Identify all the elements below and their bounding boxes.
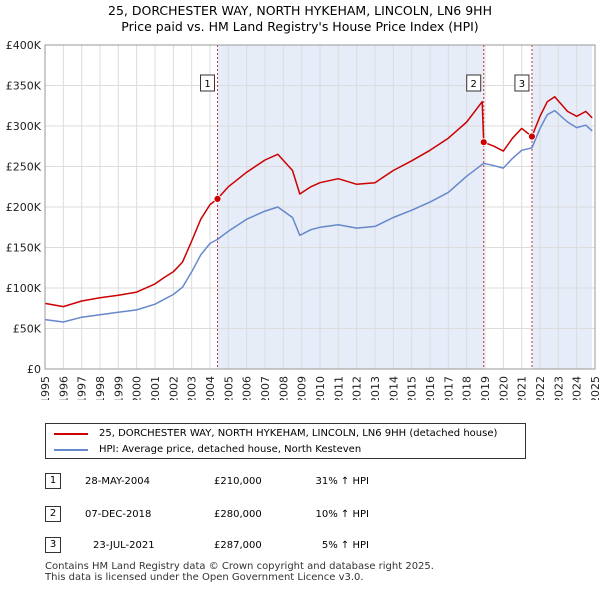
- hpi-line: [44, 109, 593, 323]
- transaction-date: 28-MAY-2004: [85, 476, 151, 487]
- plot-border: [44, 44, 596, 370]
- transaction-number: 3: [45, 537, 61, 553]
- price-chart: £0 £50K £100K £150K £200K £250K £300K £350K £400…: [6, 39, 600, 400]
- y-tick-label: £400K: [6, 39, 42, 52]
- y-tick-label: £0: [27, 363, 41, 376]
- transaction-price: £287,000: [214, 540, 262, 551]
- sale-point: [528, 132, 536, 141]
- transaction-price: £210,000: [214, 476, 262, 487]
- y-tick-label: £300K: [6, 120, 42, 133]
- sale-label-frame: [200, 74, 216, 92]
- x-tick-label: 2020: [497, 376, 510, 400]
- legend-label-hpi: HPI: Average price, detached house, Nort…: [99, 444, 362, 455]
- y-tick-label: £150K: [6, 242, 42, 255]
- x-tick-label: 1995: [39, 376, 52, 400]
- sale-label-frame: [466, 74, 482, 92]
- x-tick-label: 2001: [149, 376, 162, 400]
- transaction-price: £280,000: [214, 509, 262, 520]
- x-tick-label: 2005: [222, 376, 235, 400]
- x-tick-label: 2013: [369, 376, 382, 400]
- legend-swatch-hpi: [54, 449, 88, 451]
- transaction-number: 2: [45, 506, 61, 522]
- x-tick-label: 2014: [387, 376, 400, 400]
- sale-point: [479, 138, 488, 147]
- x-tick-label: 2011: [332, 376, 345, 400]
- x-tick-label: 2004: [204, 376, 217, 400]
- x-tick-label: 2002: [167, 376, 180, 400]
- sale-point: [213, 194, 222, 203]
- x-tick-label: 1999: [112, 376, 125, 400]
- y-tick-label: £350K: [6, 80, 42, 93]
- x-tick-label: 2006: [241, 376, 254, 400]
- x-tick-label: 2009: [296, 376, 309, 400]
- x-tick-label: 2017: [442, 376, 455, 400]
- transaction-number: 1: [45, 473, 61, 489]
- transaction-hpi: 31% ↑ HPI: [315, 476, 369, 487]
- sale-label-number: 2: [471, 79, 477, 90]
- transaction-hpi: 10% ↑ HPI: [315, 509, 369, 520]
- transaction-hpi: 5% ↑ HPI: [321, 540, 369, 551]
- x-tick-label: 1997: [76, 376, 89, 400]
- sale-label-box: 1: [200, 74, 216, 92]
- x-tick-label: 2010: [314, 376, 327, 400]
- x-tick-label: 2019: [479, 376, 492, 400]
- x-tick-label: 2025: [589, 376, 600, 400]
- x-tick-label: 2021: [516, 376, 529, 400]
- x-tick-label: 2008: [277, 376, 290, 400]
- x-tick-label: 2016: [424, 376, 437, 400]
- footer-copyright: Contains HM Land Registry data © Crown c…: [45, 561, 434, 572]
- x-tick-label: 2000: [131, 376, 144, 400]
- y-tick-label: £200K: [6, 201, 42, 214]
- transaction-date: 23-JUL-2021: [93, 540, 155, 551]
- chart-title: 25, DORCHESTER WAY, NORTH HYKEHAM, LINCO…: [108, 3, 492, 18]
- transaction-date: 07-DEC-2018: [85, 509, 152, 520]
- x-tick-label: 2023: [552, 376, 565, 400]
- sale-label-number: 1: [204, 79, 210, 90]
- x-tick-label: 2007: [259, 376, 272, 400]
- x-tick-label: 2018: [461, 376, 474, 400]
- x-tick-label: 2015: [406, 376, 419, 400]
- x-tick-label: 2024: [571, 376, 584, 400]
- x-tick-label: 2012: [351, 376, 364, 400]
- x-tick-label: 1996: [57, 376, 70, 400]
- x-tick-label: 2003: [186, 376, 199, 400]
- sale-label-box: 2: [466, 74, 482, 92]
- y-tick-label: £100K: [6, 282, 42, 295]
- x-tick-label: 1998: [94, 376, 107, 400]
- legend-label-property: 25, DORCHESTER WAY, NORTH HYKEHAM, LINCO…: [99, 428, 498, 439]
- sale-label-box: 3: [514, 74, 530, 92]
- sale-label-number: 3: [519, 79, 525, 90]
- y-tick-label: £50K: [13, 323, 42, 336]
- footer-licence: This data is licensed under the Open Gov…: [45, 572, 364, 583]
- legend: 25, DORCHESTER WAY, NORTH HYKEHAM, LINCO…: [45, 423, 526, 459]
- chart-subtitle: Price paid vs. HM Land Registry's House …: [121, 19, 479, 34]
- legend-swatch-property: [54, 433, 88, 435]
- x-tick-label: 2022: [534, 376, 547, 400]
- y-tick-label: £250K: [6, 161, 42, 174]
- sale-label-frame: [514, 74, 530, 92]
